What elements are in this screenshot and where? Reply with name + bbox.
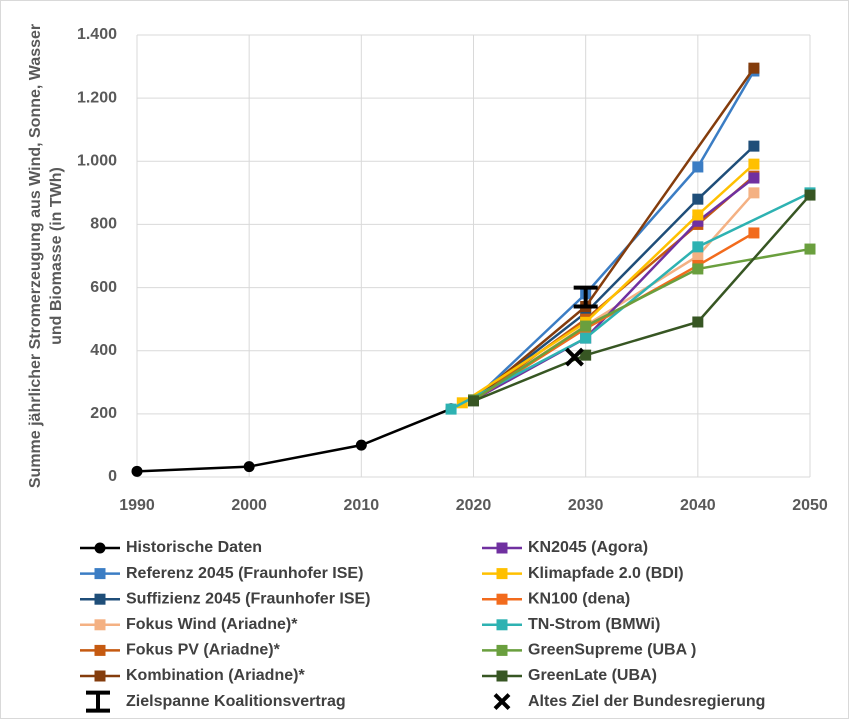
x-tick-label: 2000 (231, 497, 267, 514)
x-tick-label: 2020 (456, 497, 492, 514)
legend-marker (496, 644, 508, 656)
legend-label: Altes Ziel der Bundesregierung (528, 693, 765, 710)
legend-label: TN-Strom (BMWi) (528, 616, 660, 633)
legend-label: Klimapfade 2.0 (BDI) (528, 565, 684, 582)
legend-target-range (86, 690, 110, 713)
data-point (692, 161, 704, 173)
x-tick-label: 2010 (344, 497, 380, 514)
legend-label: Fokus Wind (Ariadne)* (126, 616, 298, 633)
series-line (461, 163, 755, 404)
x-tick-label: 2050 (792, 497, 828, 514)
legend-marker (94, 644, 106, 656)
y-tick-label: 400 (90, 342, 117, 359)
data-point (580, 349, 592, 361)
data-point (748, 172, 760, 184)
series-line (136, 407, 452, 473)
y-axis-title: Summe jährlicher Stromerzeugung aus Wind… (27, 24, 65, 488)
y-tick-label: 200 (90, 405, 117, 422)
data-point (692, 316, 704, 328)
data-point (692, 209, 704, 221)
data-point (468, 395, 479, 407)
data-point (355, 439, 367, 451)
legend-label: GreenSupreme (UBA ) (528, 642, 696, 659)
legend-marker (94, 542, 106, 554)
legend-label: Historische Daten (126, 539, 262, 556)
y-axis-title-line: und Biomasse (in TWh) (48, 167, 65, 345)
legend-label: KN100 (dena) (528, 590, 630, 607)
data-point (692, 263, 704, 275)
data-point (580, 320, 592, 332)
data-point (748, 227, 760, 239)
data-point (748, 158, 760, 170)
data-point (692, 250, 704, 262)
legend-marker (94, 568, 106, 580)
legend-label: Suffizienz 2045 (Fraunhofer ISE) (126, 590, 370, 607)
data-point (748, 62, 760, 74)
y-tick-label: 600 (90, 279, 117, 296)
y-tick-label: 1.000 (77, 153, 117, 170)
old-target (565, 347, 584, 367)
series-line (472, 145, 755, 401)
legend-label: Fokus PV (Ariadne)* (126, 642, 281, 659)
data-point (804, 189, 816, 201)
x-tick-label: 2030 (568, 497, 604, 514)
legend-marker (496, 542, 508, 554)
series-line (472, 70, 755, 401)
legend-marker (496, 593, 508, 605)
y-tick-label: 800 (90, 216, 117, 233)
y-tick-label: 0 (108, 468, 117, 485)
data-point (748, 187, 760, 199)
data-point (692, 241, 704, 253)
y-axis-title-line: Summe jährlicher Stromerzeugung aus Wind… (27, 24, 44, 488)
legend-marker (496, 619, 508, 631)
data-point (748, 140, 760, 152)
x-tick-label: 2040 (680, 497, 716, 514)
y-tick-label: 1.400 (77, 26, 117, 43)
data-point (445, 403, 457, 415)
legend-label: Zielspanne Koalitionsvertrag (126, 693, 346, 710)
data-point (804, 243, 816, 255)
legend-old-target (493, 693, 511, 711)
legend-label: Referenz 2045 (Fraunhofer ISE) (126, 565, 363, 582)
data-point (243, 461, 255, 473)
data-point (692, 215, 704, 227)
x-tick-label: 1990 (119, 497, 155, 514)
series-line (473, 194, 811, 403)
legend-marker (496, 568, 508, 580)
data-point (580, 307, 592, 319)
data-point (692, 193, 704, 205)
series-line (450, 191, 811, 411)
data-point (580, 332, 592, 344)
legend-marker (94, 670, 106, 682)
legend-marker (94, 593, 106, 605)
legend-label: GreenLate (UBA) (528, 667, 657, 684)
legend-label: Kombination (Ariadne)* (126, 667, 305, 684)
legend-label: KN2045 (Agora) (528, 539, 648, 556)
y-tick-label: 1.200 (77, 89, 117, 106)
data-point (131, 465, 143, 477)
legend-marker (94, 619, 106, 631)
legend-marker (496, 670, 508, 682)
